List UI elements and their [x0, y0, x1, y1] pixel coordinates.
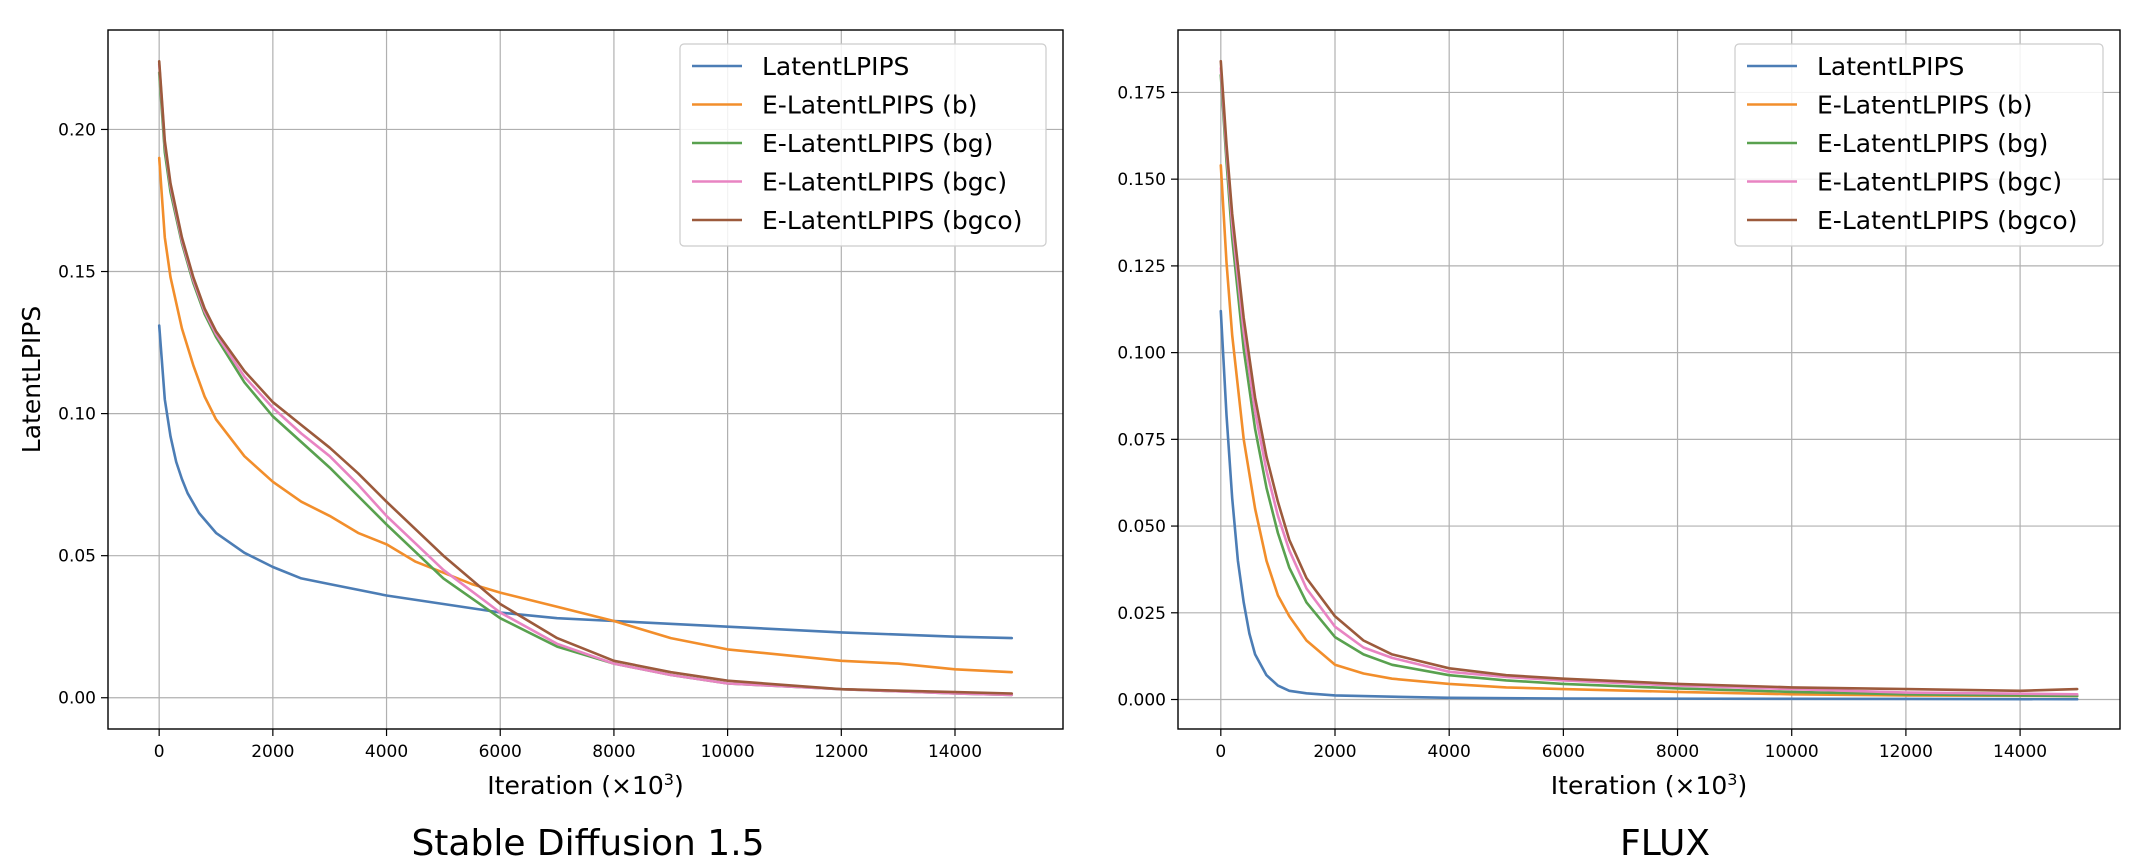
legend: LatentLPIPS E-LatentLPIPS (b) E-LatentLPIP…: [1734, 43, 2104, 247]
x-tick-label: 2000: [251, 742, 294, 762]
x-tick-label: 0: [1215, 742, 1226, 762]
x-axis-label-exponent: 3: [664, 770, 674, 789]
y-tick-label: 0.10: [58, 405, 96, 425]
x-tick-label: 10000: [1765, 742, 1819, 762]
legend-box: [679, 43, 1047, 247]
y-tick-label: 0.000: [1117, 691, 1166, 711]
x-tick-label: 6000: [1542, 742, 1585, 762]
x-axis-label-close: ): [674, 771, 684, 800]
y-tick-label: 0.00: [58, 689, 96, 709]
legend-entry: LatentLPIPS: [762, 52, 909, 81]
x-tick-label: 14000: [1993, 742, 2047, 762]
legend-entry: E-LatentLPIPS (bg): [1817, 129, 2048, 158]
y-tick-label: 0.175: [1117, 83, 1166, 103]
x-tick-label: 8000: [1656, 742, 1699, 762]
x-tick-label: 12000: [814, 742, 868, 762]
x-tick-label: 8000: [592, 742, 635, 762]
y-tick-label: 0.025: [1117, 604, 1166, 624]
x-tick-label: 2000: [1313, 742, 1356, 762]
x-tick-label: 4000: [365, 742, 408, 762]
series-line-e-latentlpips-bgco: [1219, 59, 2079, 693]
legend-entry: E-LatentLPIPS (bgco): [1817, 206, 2077, 235]
y-tick-label: 0.150: [1117, 170, 1166, 190]
x-tick-label: 4000: [1428, 742, 1471, 762]
x-tick-label: 12000: [1879, 742, 1933, 762]
legend-entry: E-LatentLPIPS (b): [1817, 91, 2033, 120]
legend-entry: E-LatentLPIPS (b): [762, 91, 978, 120]
x-tick-label: 14000: [928, 742, 982, 762]
legend-entry: E-LatentLPIPS (bgc): [1817, 168, 2062, 197]
x-tick-label: 6000: [479, 742, 522, 762]
series-line-e-latentlpips-bgc: [1219, 66, 2079, 696]
series-line-latentlpips: [157, 324, 1014, 640]
series-line-e-latentlpips-bg: [1219, 73, 2079, 698]
x-axis-label-close: ): [1737, 771, 1747, 800]
x-axis-label: Iteration (×103): [1551, 770, 1747, 801]
chart-flux: 0 2000 4000 6000 8000 10000 12000 14000 0.000 0.0…: [1117, 29, 2121, 801]
y-tick-label: 0.125: [1117, 257, 1166, 277]
series-line-e-latentlpips-bgco: [157, 59, 1014, 695]
caption-stable-diffusion: Stable Diffusion 1.5: [411, 823, 764, 864]
legend-entry: E-LatentLPIPS (bgc): [762, 168, 1007, 197]
y-tick-label: 0.075: [1117, 430, 1166, 450]
x-tick-label: 0: [154, 742, 165, 762]
y-tick-label: 0.100: [1117, 344, 1166, 364]
y-axis-label: LatentLPIPS: [17, 306, 46, 453]
legend-entry: E-LatentLPIPS (bgco): [762, 206, 1022, 235]
y-tick-label: 0.05: [58, 547, 96, 567]
legend: LatentLPIPS E-LatentLPIPS (b) E-LatentLPIP…: [679, 43, 1047, 247]
legend-entry: E-LatentLPIPS (bg): [762, 129, 993, 158]
series-line-e-latentlpips-b: [1219, 164, 2079, 698]
series-line-e-latentlpips-b: [157, 156, 1014, 674]
legend-box: [1734, 43, 2104, 247]
plot-frame: [107, 29, 1064, 730]
series-line-latentlpips: [1219, 309, 2079, 701]
x-tick-label: 10000: [701, 742, 755, 762]
caption-flux: FLUX: [1620, 823, 1710, 864]
plot-frame: [1177, 29, 2121, 730]
y-tick-label: 0.050: [1117, 517, 1166, 537]
legend-entry: LatentLPIPS: [1817, 52, 1964, 81]
x-axis-label-exponent: 3: [1727, 770, 1737, 789]
chart-stable-diffusion: 0 2000 4000 6000 8000 10000 12000 14000 0.00 0.05…: [17, 29, 1064, 801]
y-tick-label: 0.15: [58, 263, 96, 283]
y-tick-label: 0.20: [58, 120, 96, 140]
x-axis-label: Iteration (×103): [487, 770, 683, 801]
